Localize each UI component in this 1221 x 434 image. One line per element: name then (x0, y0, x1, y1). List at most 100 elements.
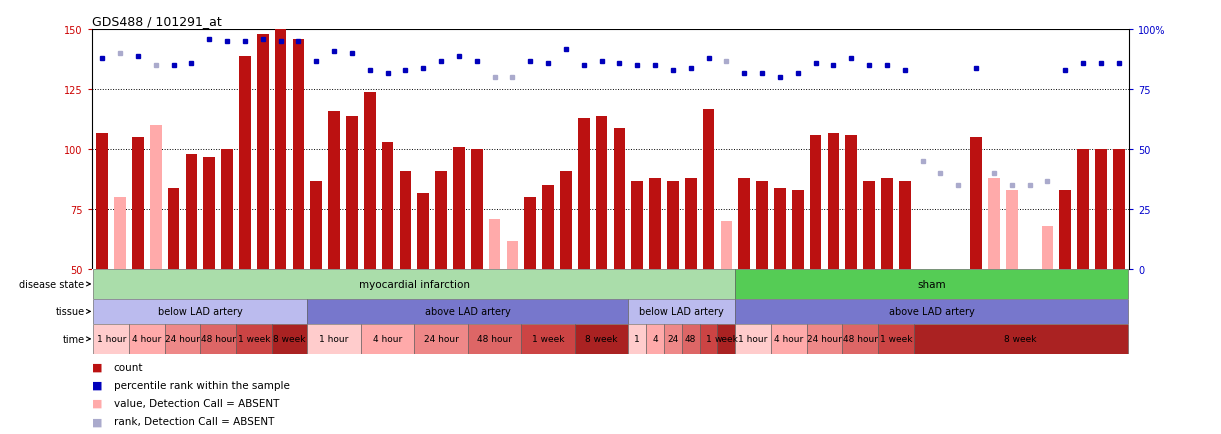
Bar (739, 179, 750, 270)
Bar (575, 325, 629, 354)
Bar (418, 193, 429, 270)
Bar (718, 325, 735, 354)
Bar (364, 92, 376, 270)
Bar (934, 270, 946, 342)
Bar (236, 325, 272, 354)
Text: 1 hour: 1 hour (96, 335, 126, 344)
Bar (361, 325, 414, 354)
Bar (828, 133, 839, 270)
Bar (436, 171, 447, 270)
Bar (115, 198, 126, 270)
Bar (667, 181, 679, 270)
Text: time: time (62, 334, 84, 344)
Bar (845, 136, 857, 270)
Bar (167, 188, 179, 270)
Bar (382, 143, 393, 270)
Bar (863, 181, 875, 270)
Bar (646, 325, 664, 354)
Bar (346, 117, 358, 270)
Bar (735, 270, 1128, 299)
Bar (328, 112, 339, 270)
Bar (770, 325, 807, 354)
Bar (842, 325, 878, 354)
Bar (488, 220, 501, 270)
Text: percentile rank within the sample: percentile rank within the sample (114, 380, 289, 390)
Bar (720, 222, 733, 270)
Bar (93, 270, 735, 299)
Bar (735, 325, 770, 354)
Text: 1 hour: 1 hour (320, 335, 349, 344)
Bar (308, 299, 629, 325)
Text: above LAD artery: above LAD artery (425, 307, 510, 317)
Bar (165, 325, 200, 354)
Bar (917, 270, 928, 313)
Text: 4: 4 (652, 335, 658, 344)
Bar (681, 325, 700, 354)
Text: 48 hour: 48 hour (842, 335, 878, 344)
Bar (399, 171, 411, 270)
Bar (629, 325, 646, 354)
Text: 48 hour: 48 hour (200, 335, 236, 344)
Text: 1: 1 (706, 335, 712, 344)
Text: ■: ■ (92, 380, 103, 390)
Bar (542, 186, 554, 270)
Bar (913, 325, 1128, 354)
Text: sham: sham (917, 279, 946, 289)
Bar (1042, 227, 1054, 270)
Bar (650, 179, 661, 270)
Text: below LAD artery: below LAD artery (640, 307, 724, 317)
Text: ■: ■ (92, 398, 103, 408)
Text: 48 hour: 48 hour (477, 335, 512, 344)
Text: 1 hour: 1 hour (739, 335, 768, 344)
Text: 48: 48 (685, 335, 696, 344)
Text: 8 week: 8 week (274, 335, 305, 344)
Text: 24: 24 (668, 335, 679, 344)
Bar (629, 299, 735, 325)
Bar (521, 325, 575, 354)
Bar (685, 179, 696, 270)
Bar (631, 181, 643, 270)
Text: value, Detection Call = ABSENT: value, Detection Call = ABSENT (114, 398, 278, 408)
Bar (988, 179, 1000, 270)
Bar (1095, 150, 1106, 270)
Text: ■: ■ (92, 362, 103, 372)
Bar (578, 119, 590, 270)
Bar (1112, 150, 1125, 270)
Bar (453, 148, 465, 270)
Bar (96, 133, 109, 270)
Text: count: count (114, 362, 143, 372)
Bar (525, 198, 536, 270)
Bar (882, 179, 893, 270)
Text: 1 week: 1 week (238, 335, 270, 344)
Bar (560, 171, 571, 270)
Text: 4 hour: 4 hour (774, 335, 803, 344)
Bar (596, 117, 607, 270)
Text: 1: 1 (635, 335, 640, 344)
Bar (414, 325, 468, 354)
Bar (774, 188, 785, 270)
Bar (93, 325, 129, 354)
Text: 8 week: 8 week (585, 335, 618, 344)
Text: ■: ■ (92, 417, 103, 426)
Bar (807, 325, 842, 354)
Bar (293, 40, 304, 270)
Bar (664, 325, 681, 354)
Bar (700, 325, 718, 354)
Text: 24 hour: 24 hour (424, 335, 459, 344)
Text: week: week (714, 335, 739, 344)
Bar (971, 138, 982, 270)
Text: tissue: tissue (55, 307, 84, 317)
Text: 4 hour: 4 hour (132, 335, 161, 344)
Bar (186, 155, 198, 270)
Bar (614, 128, 625, 270)
Bar (1006, 191, 1017, 270)
Bar (468, 325, 521, 354)
Bar (272, 325, 308, 354)
Bar (810, 136, 822, 270)
Bar (756, 181, 768, 270)
Bar (129, 325, 165, 354)
Text: 24 hour: 24 hour (165, 335, 200, 344)
Bar (310, 181, 322, 270)
Bar (703, 109, 714, 270)
Bar (275, 30, 287, 270)
